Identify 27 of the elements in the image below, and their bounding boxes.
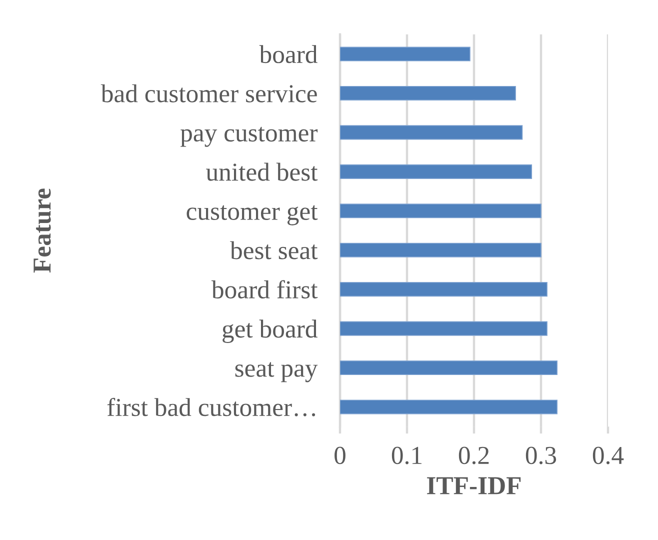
y-tick-label: board first [211, 280, 318, 298]
x-axis-title: ITF-IDF [427, 477, 521, 494]
x-tick-label: 0.3 [526, 446, 556, 464]
bar [340, 46, 470, 62]
bar [340, 125, 523, 140]
bar [340, 204, 542, 218]
bar [340, 86, 516, 101]
bar [340, 360, 558, 376]
y-tick-label: board [259, 45, 318, 64]
y-tick-label: bad customer service [100, 84, 317, 102]
y-tick-label: pay customer [180, 126, 318, 147]
bar [340, 242, 542, 258]
y-tick-label: first bad customer… [107, 398, 316, 416]
y-tick-label: united best [206, 162, 318, 181]
bar [340, 321, 548, 336]
x-tick-label: 0 [334, 446, 346, 464]
x-tick-label: 0.2 [458, 446, 489, 464]
bar [340, 164, 532, 179]
y-tick-label: customer get [186, 205, 318, 226]
y-tick-label: seat pay [235, 362, 318, 382]
bar [340, 282, 548, 297]
x-tick-label: 0.1 [392, 446, 422, 464]
y-tick-label: get board [222, 320, 318, 344]
x-tick-label: 0.4 [592, 446, 624, 464]
y-tick-label: best seat [230, 241, 318, 260]
bar [340, 400, 558, 414]
y-axis-title: Feature [34, 188, 51, 273]
